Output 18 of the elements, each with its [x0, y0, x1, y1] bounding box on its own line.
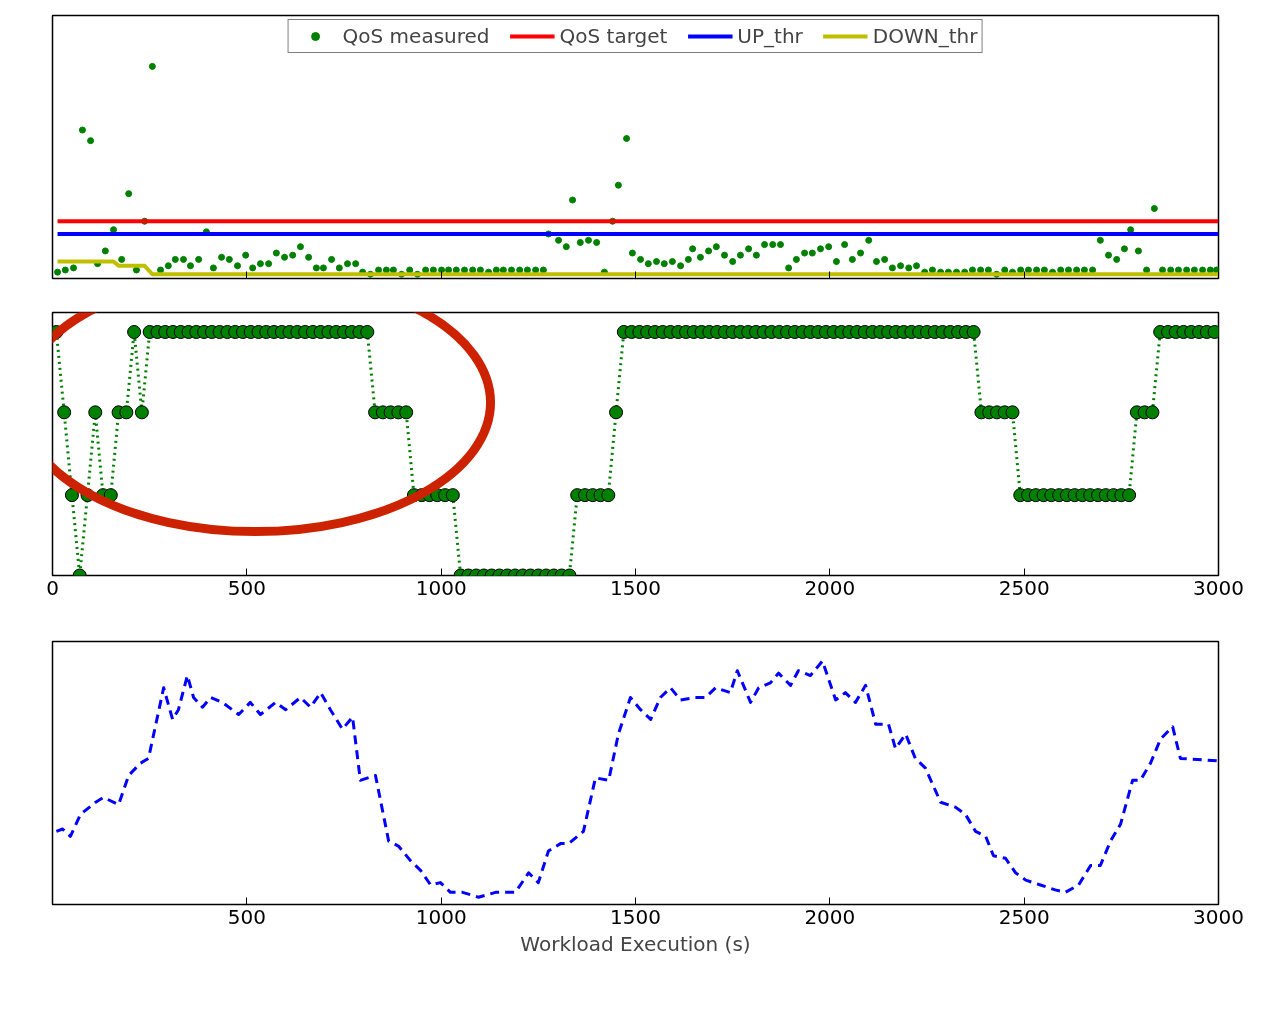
x-tick-label: 1500: [610, 575, 661, 600]
x-tick-label: 3000: [1193, 575, 1244, 600]
x-axis-title: Workload Execution (s): [520, 931, 751, 956]
x-tick-label: 2000: [804, 904, 856, 929]
legend-label: QoS target: [559, 24, 668, 48]
x-tick-label: 2500: [998, 575, 1050, 600]
x-tick-label: 0: [46, 575, 59, 600]
x-tick-label: 2500: [998, 904, 1050, 929]
x-tick-label: 1000: [415, 575, 467, 600]
x-tick-label: 2000: [804, 575, 856, 600]
x-tick-label: 500: [227, 904, 266, 929]
legend-label: DOWN_thr: [872, 24, 978, 48]
legend-label: UP_thr: [737, 24, 803, 48]
x-tick-label: 1000: [415, 904, 467, 929]
x-tick-label: 500: [227, 575, 266, 600]
legend-label: QoS measured: [342, 24, 490, 48]
x-tick-label: 1500: [610, 904, 661, 929]
x-tick-label: 3000: [1193, 904, 1244, 929]
